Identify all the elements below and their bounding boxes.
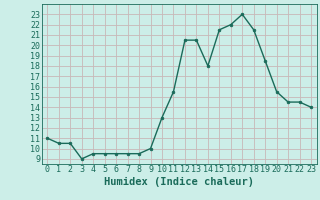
X-axis label: Humidex (Indice chaleur): Humidex (Indice chaleur) [104,177,254,187]
